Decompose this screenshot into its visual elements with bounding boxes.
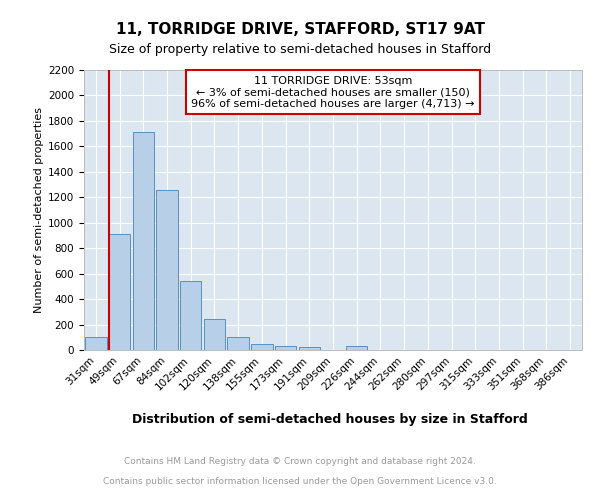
Bar	[204, 320, 225, 350]
Text: Contains HM Land Registry data © Crown copyright and database right 2024.: Contains HM Land Registry data © Crown c…	[124, 458, 476, 466]
Bar	[109, 234, 130, 350]
Bar	[133, 132, 154, 350]
Bar	[346, 346, 367, 350]
Text: Distribution of semi-detached houses by size in Stafford: Distribution of semi-detached houses by …	[132, 412, 528, 426]
Bar	[251, 344, 272, 350]
Bar	[85, 338, 107, 350]
Text: Contains public sector information licensed under the Open Government Licence v3: Contains public sector information licen…	[103, 478, 497, 486]
Text: 11 TORRIDGE DRIVE: 53sqm
← 3% of semi-detached houses are smaller (150)
96% of s: 11 TORRIDGE DRIVE: 53sqm ← 3% of semi-de…	[191, 76, 475, 109]
Bar	[180, 280, 202, 350]
Y-axis label: Number of semi-detached properties: Number of semi-detached properties	[34, 107, 44, 313]
Bar	[227, 336, 249, 350]
Text: Size of property relative to semi-detached houses in Stafford: Size of property relative to semi-detach…	[109, 42, 491, 56]
Bar	[299, 347, 320, 350]
Text: 11, TORRIDGE DRIVE, STAFFORD, ST17 9AT: 11, TORRIDGE DRIVE, STAFFORD, ST17 9AT	[115, 22, 485, 38]
Bar	[157, 190, 178, 350]
Bar	[275, 346, 296, 350]
